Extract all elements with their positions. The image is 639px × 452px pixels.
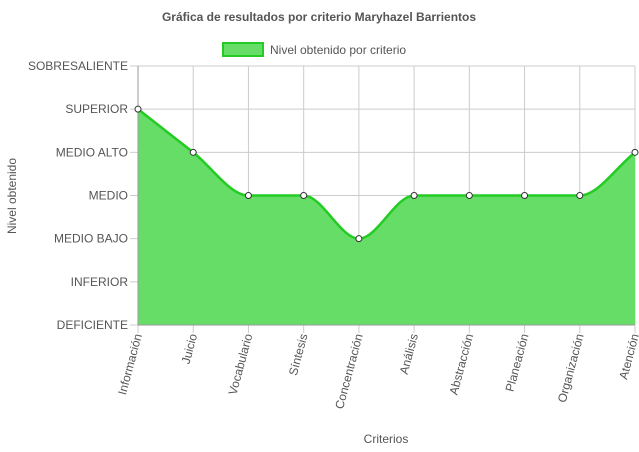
y-tick-label: SUPERIOR bbox=[65, 102, 128, 116]
x-tick-label: Juicio bbox=[179, 332, 201, 366]
x-tick-label: Planeación bbox=[503, 332, 532, 393]
data-point[interactable] bbox=[189, 148, 197, 156]
x-tick-label: Información bbox=[115, 332, 145, 396]
x-axis-title: Criterios bbox=[364, 432, 409, 446]
x-tick-label: Análisis bbox=[397, 332, 421, 376]
legend[interactable]: Nivel obtenido por criterio bbox=[222, 42, 406, 57]
data-point[interactable] bbox=[134, 105, 142, 113]
data-point[interactable] bbox=[521, 192, 529, 199]
x-tick-label: Vocabulario bbox=[226, 332, 256, 397]
y-tick-label: INFERIOR bbox=[71, 275, 129, 289]
y-axis-ticks: DEFICIENTE INFERIOR MEDIO BAJO MEDIO MEDIO A… bbox=[28, 59, 128, 332]
data-point[interactable] bbox=[300, 192, 308, 199]
legend-label[interactable]: Nivel obtenido por criterio bbox=[270, 43, 406, 57]
y-tick-label: MEDIO bbox=[89, 189, 128, 203]
x-axis-ticks: Información Juicio Vocabulario Síntesis Conc… bbox=[115, 332, 639, 411]
data-point[interactable] bbox=[576, 192, 584, 199]
series-line bbox=[137, 108, 636, 240]
chart-title: Gráfica de resultados por criterio Maryh… bbox=[162, 10, 476, 24]
data-points bbox=[134, 105, 639, 243]
data-point[interactable] bbox=[244, 192, 252, 199]
y-tick-label: DEFICIENTE bbox=[57, 318, 128, 332]
x-tick-label: Abstracción bbox=[446, 332, 476, 396]
y-tick-label: MEDIO ALTO bbox=[56, 145, 128, 159]
x-tick-label: Organización bbox=[555, 332, 587, 404]
y-tick-label: SOBRESALIENTE bbox=[28, 59, 128, 73]
x-tick-label: Atención bbox=[616, 332, 639, 381]
data-point[interactable] bbox=[355, 235, 363, 243]
y-axis-title: Nivel obtenido bbox=[5, 158, 19, 234]
x-tick-label: Concentración bbox=[332, 332, 366, 410]
data-point[interactable] bbox=[410, 192, 418, 199]
data-point[interactable] bbox=[631, 148, 639, 156]
y-tick-label: MEDIO BAJO bbox=[54, 232, 128, 246]
legend-swatch[interactable] bbox=[222, 42, 264, 57]
x-tick-label: Síntesis bbox=[286, 332, 311, 377]
data-point[interactable] bbox=[465, 192, 473, 199]
